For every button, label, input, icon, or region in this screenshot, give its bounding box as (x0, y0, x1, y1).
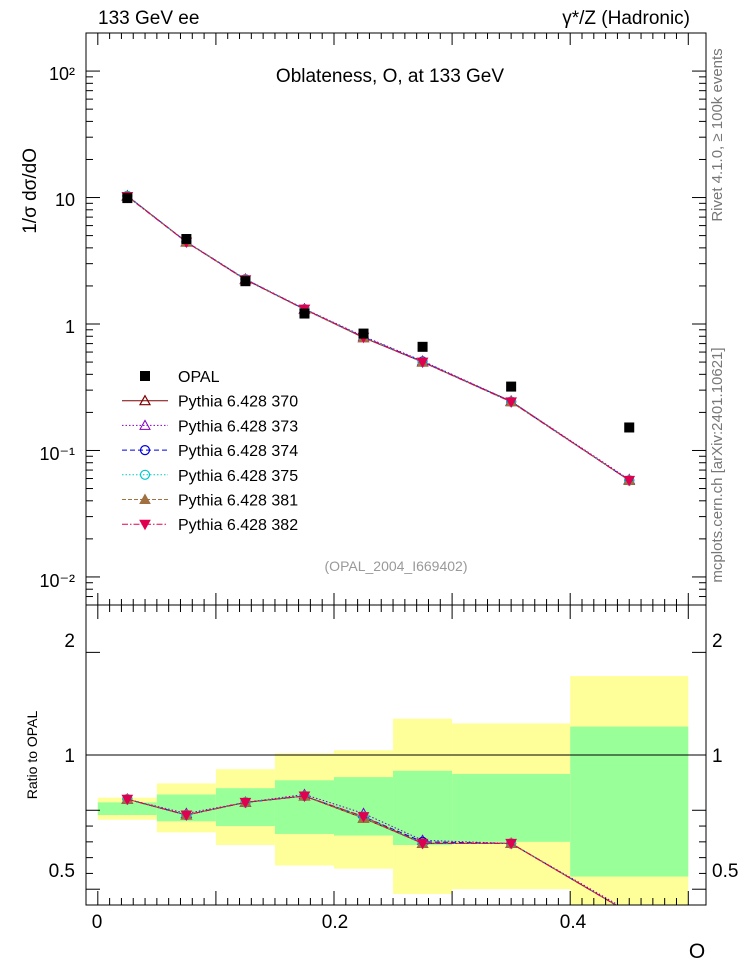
ratio-point-5 (416, 838, 429, 850)
main-data-points (122, 193, 635, 433)
header-right: γ*/Z (Hadronic) (562, 8, 690, 29)
main-series (121, 189, 636, 487)
opal-point (506, 381, 517, 392)
ratio-point-5 (121, 794, 134, 806)
xlabel: O (689, 940, 705, 963)
legend-label-4: Pythia 6.428 381 (178, 493, 298, 510)
mcplots-label: mcplots.cern.ch [arXiv:2401.10621] (709, 347, 726, 582)
ytick-label-0.1: 10⁻¹ (39, 444, 75, 464)
ratio-ytick-left-2: 2 (64, 631, 75, 652)
xtick-label-0.2: 0.2 (322, 912, 348, 933)
opal-point (299, 308, 310, 319)
ytick-label-10: 10 (55, 190, 75, 210)
ratio-ylabel: Ratio to OPAL (24, 711, 40, 800)
ratio-point-5 (239, 797, 252, 809)
legend-marker-4 (139, 493, 151, 504)
ratio-ytick-left-1: 1 (64, 746, 75, 767)
legend-marker-5 (139, 519, 151, 531)
opal-point (240, 276, 251, 287)
opal-point (181, 234, 192, 245)
ytick-label-0.01: 10⁻² (39, 571, 75, 591)
ratio-ytick-left-0.5: 0.5 (49, 861, 75, 882)
xtick-label-0.4: 0.4 (560, 912, 587, 933)
xtick-label-0: 0 (92, 912, 103, 933)
legend-label-1: Pythia 6.428 373 (178, 418, 298, 435)
legend-label-2: Pythia 6.428 374 (178, 443, 298, 460)
ratio-point-5 (180, 810, 193, 822)
watermark: (OPAL_2004_I669402) (325, 558, 468, 574)
opal-point (122, 193, 133, 204)
ytick-label-100: 10² (49, 64, 75, 84)
series-point-5 (505, 397, 517, 408)
ratio-ytick-right-1: 1 (712, 746, 723, 767)
ratio-ytick-right-2: 2 (712, 631, 723, 652)
series-point-5 (623, 475, 636, 487)
opal-point (624, 422, 635, 433)
ratio-point-5 (505, 838, 517, 850)
green-band-bin (570, 726, 689, 877)
header-left: 133 GeV ee (98, 8, 199, 29)
ratio-axis-ticks (86, 605, 706, 905)
ratio-series-clipped (121, 788, 620, 905)
ratio-series (121, 788, 620, 905)
main-title: Oblateness, O, at 133 GeV (276, 66, 504, 87)
opal-point (358, 328, 369, 339)
legend: OPAL Pythia 6.428 370 Pythia 6.428 373 Pyth… (122, 369, 298, 534)
legend-label-5: Pythia 6.428 382 (178, 517, 298, 534)
series-line-3 (127, 195, 630, 481)
green-band-bin (97, 802, 157, 815)
green-band-bin (274, 780, 334, 834)
ytick-label-1: 1 (65, 317, 75, 337)
series-line-1 (127, 195, 630, 480)
ratio-ytick-right-0.5: 0.5 (712, 861, 738, 882)
main-axis-ticks (86, 32, 706, 606)
series-line-2 (127, 195, 630, 481)
series-line-4 (127, 196, 630, 481)
ratio-point-5 (357, 812, 370, 823)
legend-label-3: Pythia 6.428 375 (178, 468, 298, 485)
ratio-frame (85, 604, 707, 906)
green-band-bin (452, 773, 571, 842)
series-line-0 (127, 195, 630, 481)
series-point-5 (416, 357, 429, 369)
opal-point (417, 341, 428, 352)
main-plot: Oblateness, O, at 133 GeV (OPAL_2004_I66… (39, 32, 707, 606)
main-ylabel: 1/σ dσ/dO (20, 148, 41, 234)
legend-marker-0 (138, 394, 152, 406)
green-band-bin (393, 770, 453, 845)
ratio-line-5 (127, 795, 617, 905)
rivet-label: Rivet 4.1.0, ≥ 100k events (709, 48, 726, 221)
legend-marker-2 (139, 445, 151, 456)
ratio-point-5 (298, 791, 311, 803)
legend-marker-opal (140, 371, 150, 381)
ratio-plot: 2 1 0.5 2 1 0.5 0 0.2 0.4 O (49, 604, 738, 963)
legend-label-0: Pythia 6.428 370 (178, 394, 298, 411)
ratio-line-1 (127, 793, 620, 905)
legend-marker-1 (139, 419, 151, 430)
legend-marker-3 (139, 469, 151, 480)
series-line-5 (127, 196, 630, 481)
ratio-bands (97, 676, 689, 905)
legend-label-opal: OPAL (178, 369, 220, 386)
